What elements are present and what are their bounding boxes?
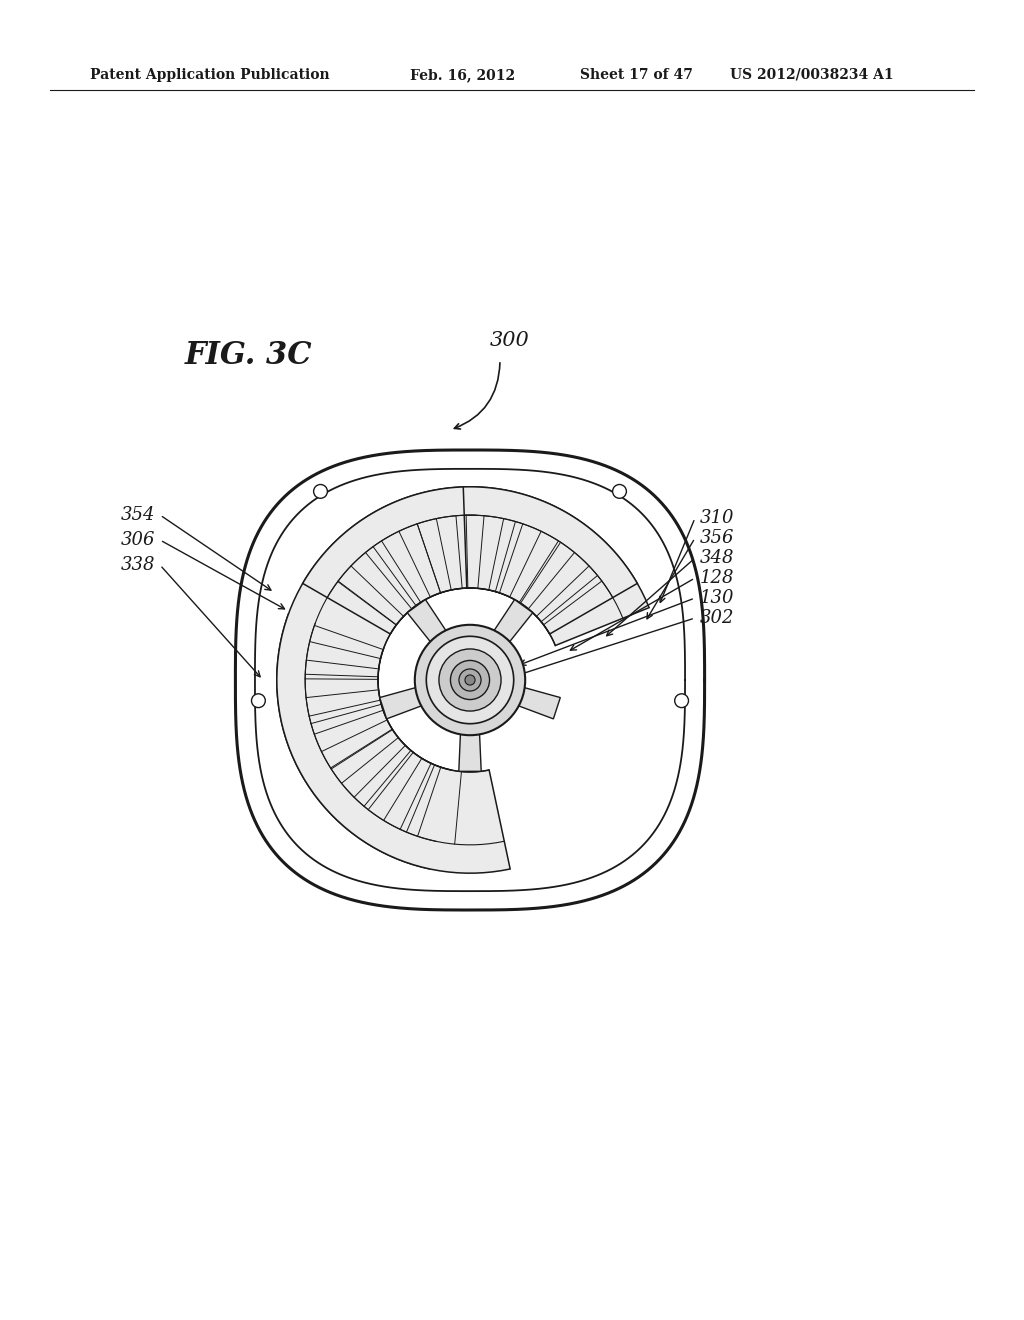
Text: 130: 130 [700,589,734,607]
Text: FIG. 3C: FIG. 3C [185,339,312,371]
Circle shape [252,694,265,708]
Polygon shape [519,688,560,719]
Text: 348: 348 [700,549,734,568]
Text: 302: 302 [700,609,734,627]
Polygon shape [463,487,637,634]
Polygon shape [495,599,532,642]
Text: Sheet 17 of 47: Sheet 17 of 47 [580,69,693,82]
Text: Patent Application Publication: Patent Application Publication [90,69,330,82]
Polygon shape [408,599,445,642]
Text: 354: 354 [121,506,155,524]
Polygon shape [303,487,477,634]
Text: 306: 306 [121,531,155,549]
Polygon shape [459,734,481,771]
Circle shape [459,669,481,692]
Text: US 2012/0038234 A1: US 2012/0038234 A1 [730,69,894,82]
Circle shape [313,484,328,498]
Polygon shape [380,688,421,719]
Polygon shape [276,487,649,873]
Circle shape [465,675,475,685]
Circle shape [451,660,489,700]
Text: 128: 128 [700,569,734,587]
Circle shape [612,484,627,498]
Circle shape [426,636,514,723]
Text: 300: 300 [490,330,529,350]
Circle shape [415,624,525,735]
Circle shape [439,649,501,711]
Polygon shape [276,614,451,869]
Text: 356: 356 [700,529,734,546]
Circle shape [675,694,688,708]
Text: 338: 338 [121,556,155,574]
Text: 310: 310 [700,510,734,527]
Text: Feb. 16, 2012: Feb. 16, 2012 [410,69,515,82]
